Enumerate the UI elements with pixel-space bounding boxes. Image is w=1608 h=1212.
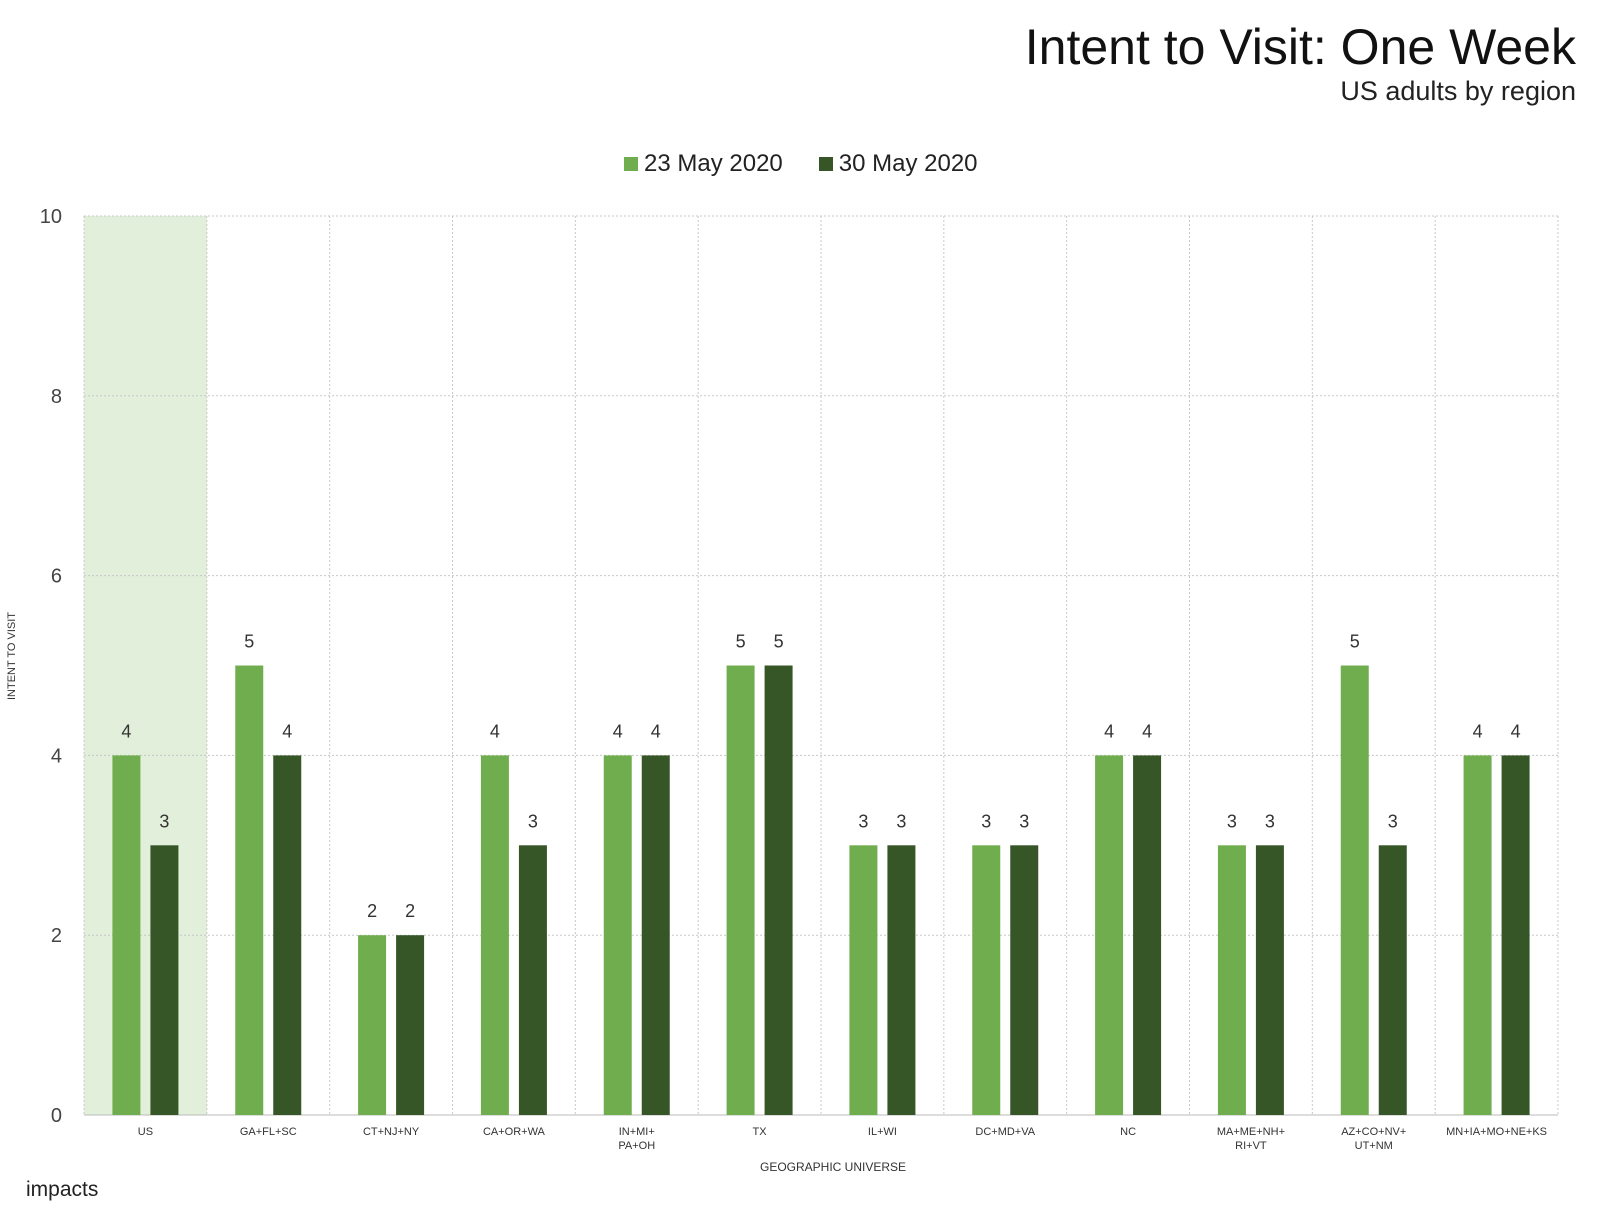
data-label: 4 — [1142, 721, 1152, 741]
data-label: 3 — [1227, 811, 1237, 831]
bar — [887, 845, 916, 1115]
y-tick-label: 2 — [51, 925, 62, 947]
y-tick-label: 4 — [51, 745, 62, 767]
x-tick-label: GA+FL+SC — [240, 1126, 297, 1138]
legend-swatch-series-2 — [818, 157, 833, 171]
x-tick-label: DC+MD+VA — [975, 1126, 1035, 1138]
data-label: 2 — [405, 901, 415, 921]
data-label: 3 — [528, 811, 538, 831]
data-label: 3 — [1019, 811, 1029, 831]
chart-title: Intent to Visit: One Week — [1024, 19, 1576, 75]
x-tick-label: TX — [753, 1126, 768, 1138]
y-tick-label: 10 — [40, 206, 62, 228]
data-label: 5 — [774, 632, 784, 652]
data-label: 3 — [159, 811, 169, 831]
bar — [150, 845, 179, 1115]
data-label: 4 — [282, 721, 292, 741]
bar — [726, 665, 755, 1115]
data-label: 3 — [858, 811, 868, 831]
bar — [518, 845, 547, 1115]
x-tick-label: PA+OH — [618, 1140, 655, 1152]
y-tick-label: 8 — [51, 386, 62, 408]
bar — [112, 755, 141, 1115]
data-label: 4 — [1511, 721, 1521, 741]
legend-swatch-series-1 — [624, 157, 638, 171]
data-label: 3 — [1388, 811, 1398, 831]
x-tick-label: CA+OR+WA — [483, 1126, 546, 1138]
legend-label-series-1: 23 May 2020 — [644, 150, 783, 177]
bar — [235, 665, 264, 1115]
chart-legend: 23 May 2020 30 May 2020 — [624, 150, 978, 178]
bar — [849, 845, 878, 1115]
data-label: 4 — [1473, 721, 1483, 741]
x-tick-label: IL+WI — [868, 1126, 897, 1138]
data-label: 5 — [736, 632, 746, 652]
bar — [1463, 755, 1492, 1115]
bar — [480, 755, 509, 1115]
bar — [358, 935, 387, 1115]
data-label: 3 — [896, 811, 906, 831]
y-axis-label: INTENT TO VISIT — [6, 611, 18, 700]
y-tick-label: 6 — [51, 566, 62, 588]
data-label: 4 — [651, 721, 661, 741]
data-label: 4 — [1104, 721, 1114, 741]
x-tick-label: MN+IA+MO+NE+KS — [1446, 1126, 1547, 1138]
bar — [1133, 755, 1162, 1115]
legend-item-series-2: 30 May 2020 — [818, 150, 978, 178]
x-tick-label: AZ+CO+NV+ — [1341, 1126, 1406, 1138]
bar — [764, 665, 793, 1115]
data-label: 5 — [244, 632, 254, 652]
x-tick-label: US — [138, 1126, 153, 1138]
x-axis-label: GEOGRAPHIC UNIVERSE — [760, 1160, 907, 1174]
bar — [1095, 755, 1124, 1115]
bar — [396, 935, 425, 1115]
legend-item-series-1: 23 May 2020 — [624, 150, 783, 178]
x-tick-label: UT+NM — [1355, 1140, 1393, 1152]
data-label: 4 — [490, 721, 500, 741]
x-tick-label: MA+ME+NH+ — [1217, 1126, 1285, 1138]
data-label: 4 — [121, 721, 131, 741]
bar — [1010, 845, 1039, 1115]
bar — [273, 755, 302, 1115]
bar — [972, 845, 1001, 1115]
x-tick-label: IN+MI+ — [619, 1126, 655, 1138]
x-tick-label: RI+VT — [1235, 1140, 1267, 1152]
brand-logo: impacts — [26, 1178, 99, 1201]
x-tick-label: NC — [1120, 1126, 1136, 1138]
data-label: 2 — [367, 901, 377, 921]
chart-subtitle: US adults by region — [1340, 76, 1576, 106]
highlight-band — [84, 216, 207, 1115]
x-tick-label: CT+NJ+NY — [363, 1126, 420, 1138]
bar — [1217, 845, 1246, 1115]
bar — [1255, 845, 1284, 1115]
bar — [1378, 845, 1407, 1115]
bar — [641, 755, 670, 1115]
data-label: 3 — [981, 811, 991, 831]
bar — [1501, 755, 1530, 1115]
y-tick-label: 0 — [51, 1105, 62, 1127]
data-label: 3 — [1265, 811, 1275, 831]
data-label: 4 — [613, 721, 623, 741]
legend-label-series-2: 30 May 2020 — [838, 150, 978, 177]
bar — [603, 755, 632, 1115]
data-label: 5 — [1350, 632, 1360, 652]
bar — [1340, 665, 1369, 1115]
